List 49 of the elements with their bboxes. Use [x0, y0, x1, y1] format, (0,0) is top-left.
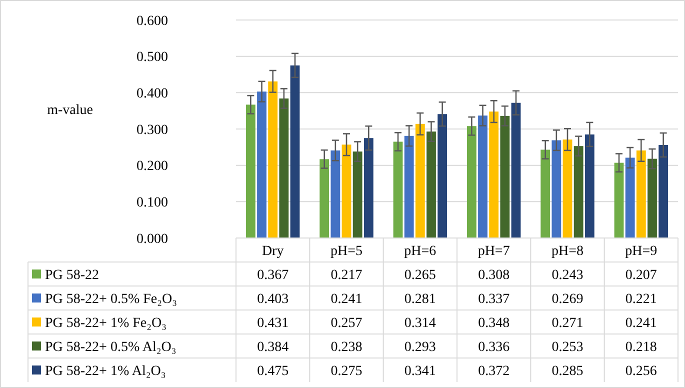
y-tick-label: 0.600 [136, 14, 168, 29]
y-tick-label: 0.300 [136, 122, 168, 138]
y-tick-label: 0.000 [136, 232, 168, 247]
data-label: 0.367 [257, 268, 289, 283]
data-label: 0.207 [625, 268, 657, 283]
data-label: 0.372 [478, 364, 510, 379]
data-label: 0.403 [257, 292, 289, 307]
legend-label: PG 58-22 [45, 268, 100, 283]
data-label: 0.341 [404, 364, 436, 379]
legend-label: PG 58-22+ 1% Fe₂O₃ [45, 316, 167, 331]
y-tick-label: 0.400 [136, 86, 168, 102]
data-label: 0.241 [625, 316, 657, 331]
data-label: 0.308 [478, 268, 510, 283]
data-label: 0.238 [330, 340, 362, 355]
y-tick-label: 0.500 [136, 50, 168, 66]
data-label: 0.314 [404, 316, 436, 331]
data-label: 0.285 [552, 364, 584, 379]
x-tick-label: pH=7 [478, 244, 510, 259]
data-label: 0.337 [478, 292, 510, 307]
y-axis-title: m-value [47, 103, 93, 118]
legend-label: PG 58-22+ 1% Al₂O₃ [45, 364, 166, 379]
data-label: 0.348 [478, 316, 510, 331]
y-tick-label: 0.200 [136, 159, 168, 174]
data-label: 0.271 [552, 316, 584, 331]
data-label: 0.241 [330, 292, 362, 307]
data-label: 0.257 [330, 316, 362, 331]
data-label: 0.293 [404, 340, 436, 355]
data-label: 0.221 [625, 292, 657, 307]
x-tick-label: pH=5 [330, 244, 363, 259]
legend-label: PG 58-22+ 0.5% Fe₂O₃ [45, 292, 178, 307]
legend-label: PG 58-22+ 0.5% Al₂O₃ [45, 340, 176, 355]
data-label: 0.431 [257, 316, 289, 331]
data-label: 0.384 [257, 340, 289, 355]
data-label: 0.265 [404, 268, 436, 283]
data-label: 0.475 [257, 364, 289, 379]
y-tick-label: 0.100 [136, 196, 168, 211]
data-label: 0.256 [625, 364, 657, 379]
x-tick-label: pH=6 [404, 244, 436, 259]
data-label: 0.253 [552, 340, 584, 355]
data-label: 0.217 [330, 268, 362, 283]
data-label: 0.243 [552, 268, 584, 283]
x-tick-label: pH=9 [625, 244, 658, 259]
x-tick-label: Dry [262, 244, 284, 259]
data-label: 0.281 [404, 292, 436, 307]
data-label: 0.218 [625, 340, 657, 355]
data-label: 0.275 [330, 364, 362, 379]
x-tick-label: pH=8 [551, 244, 584, 259]
data-label: 0.269 [552, 292, 584, 307]
data-label: 0.336 [478, 340, 510, 355]
